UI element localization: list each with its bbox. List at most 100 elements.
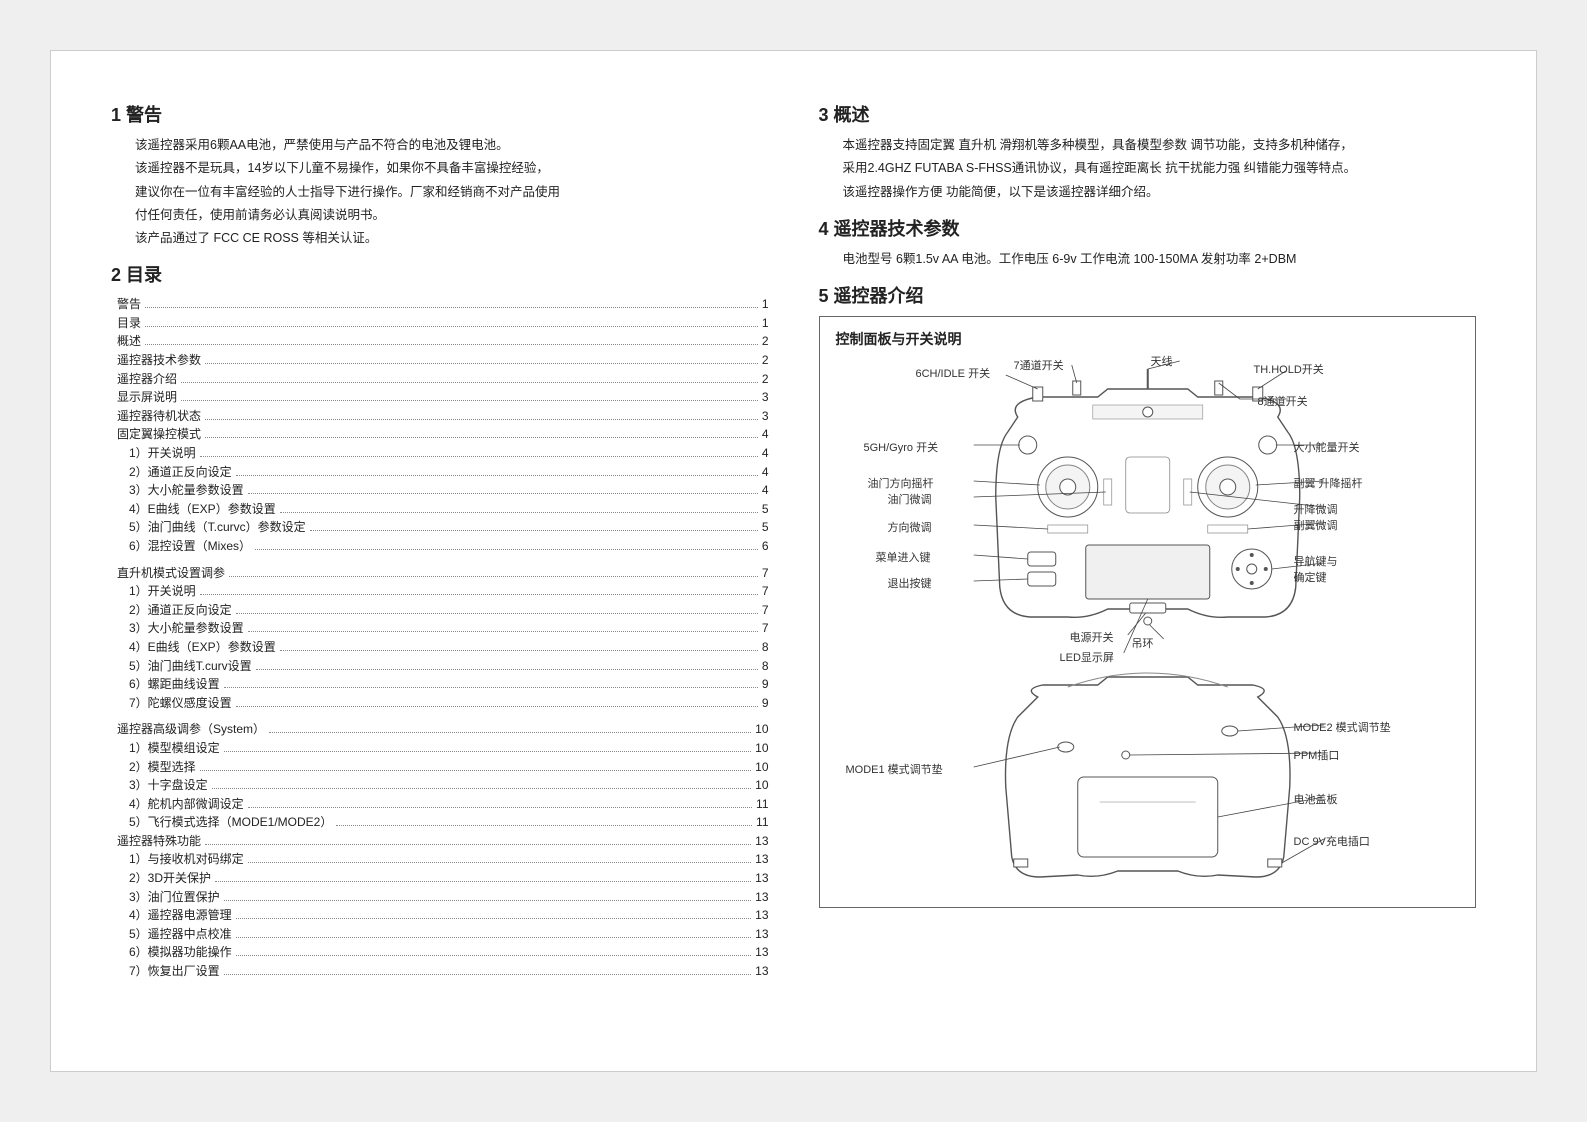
label-nav-conf: 导航键与 确定键	[1294, 553, 1338, 585]
toc-row: 遥控器待机状态3	[117, 407, 769, 426]
toc-page: 10	[755, 720, 768, 739]
toc-label: 1）模型模组设定	[129, 739, 220, 758]
toc-page: 5	[762, 518, 769, 537]
toc-dots	[200, 594, 758, 595]
toc-dots	[248, 631, 758, 632]
section-2-heading: 2 目录	[111, 261, 769, 287]
toc-dots	[280, 650, 758, 651]
toc-page: 4	[762, 425, 769, 444]
toc-page: 9	[762, 694, 769, 713]
toc-dots	[224, 900, 751, 901]
toc-row: 4）遥控器电源管理13	[117, 906, 769, 925]
toc-row: 概述2	[117, 332, 769, 351]
toc-row: 1）与接收机对码绑定13	[117, 850, 769, 869]
section-title: 概述	[834, 105, 870, 125]
toc-dots	[310, 530, 758, 531]
label-antenna: 天线	[1151, 353, 1173, 369]
switch-6chidle	[1032, 387, 1042, 401]
label-5ghgyro: 5GH/Gyro 开关	[864, 439, 939, 455]
manual-page: 1 警告 该遥控器采用6颗AA电池，严禁使用与产品不符合的电池及锂电池。 该遥控…	[50, 50, 1537, 1072]
toc-page: 10	[755, 739, 768, 758]
toc-page: 7	[762, 619, 769, 638]
knob-bigservo	[1258, 436, 1276, 454]
toc-label: 2）3D开关保护	[129, 869, 211, 888]
label-exit: 退出按键	[888, 575, 932, 591]
toc-row: 4）E曲线（EXP）参数设置8	[117, 638, 769, 657]
toc-row: 遥控器高级调参（System）10	[117, 720, 769, 739]
overview-body: 本遥控器支持固定翼 直升机 滑翔机等多种模型，具备模型参数 调节功能，支持多机种…	[819, 135, 1477, 203]
toc-row: 1）开关说明7	[117, 582, 769, 601]
center-panel	[1125, 457, 1169, 513]
toc-label: 1）开关说明	[129, 444, 196, 463]
ail-trim-h	[1207, 525, 1247, 533]
toc-label: 2）通道正反向设定	[129, 463, 232, 482]
diagram-title: 控制面板与开关说明	[836, 329, 1460, 349]
toc-row: 7）陀螺仪感度设置 9	[117, 694, 769, 713]
toc-label: 目录	[117, 314, 141, 333]
lanyard-ring	[1143, 617, 1151, 625]
controller-front-svg	[836, 357, 1460, 657]
label-mode1: MODE1 模式调节垫	[846, 761, 943, 777]
toc-page: 2	[762, 351, 769, 370]
overview-line: 采用2.4GHZ FUTABA S-FHSS通讯协议，具有遥控距离长 抗干扰能力…	[843, 158, 1477, 179]
toc-label: 2）通道正反向设定	[129, 601, 232, 620]
left-foot	[1013, 859, 1027, 867]
toc-dots	[248, 493, 758, 494]
toc-page: 6	[762, 537, 769, 556]
toc-row: 目录1	[117, 314, 769, 333]
section-number: 3	[819, 105, 829, 125]
section-1-heading: 1 警告	[111, 101, 769, 127]
warning-line: 该产品通过了 FCC CE ROSS 等相关认证。	[135, 228, 769, 249]
left-stick	[1059, 479, 1075, 495]
toc-label: 4）遥控器电源管理	[129, 906, 232, 925]
toc-dots	[229, 576, 758, 577]
toc-row: 6）螺距曲线设置9	[117, 675, 769, 694]
toc-label: 2）模型选择	[129, 758, 196, 777]
section-number: 4	[819, 219, 829, 239]
toc-dots	[145, 307, 758, 308]
controller-front-view: 6CH/IDLE 开关 7通道开关 天线 TH.HOLD开关 8通道开关 5GH…	[836, 357, 1460, 657]
toc-page: 4	[762, 444, 769, 463]
toc-page: 13	[755, 925, 768, 944]
toc-label: 6）混控设置（Mixes）	[129, 537, 251, 556]
nav-ok	[1246, 564, 1256, 574]
toc-row: 2）通道正反向设定7	[117, 601, 769, 620]
warning-line: 该遥控器不是玩具，14岁以下儿童不易操作，如果你不具备丰富操控经验，	[135, 158, 769, 179]
label-batt-cover: 电池盖板	[1294, 791, 1338, 807]
overview-line: 该遥控器操作方便 功能简便，以下是该遥控器详细介绍。	[843, 182, 1477, 203]
toc-label: 4）E曲线（EXP）参数设置	[129, 638, 276, 657]
toc-dots	[224, 974, 751, 975]
toc-dots	[224, 751, 751, 752]
toc-page: 9	[762, 675, 769, 694]
toc-page: 13	[755, 869, 768, 888]
toc-row: 5）飞行模式选择（MODE1/MODE2）11	[117, 813, 769, 832]
logo-circle	[1142, 407, 1152, 417]
toc-row: 6）模拟器功能操作13	[117, 943, 769, 962]
toc-page: 13	[755, 943, 768, 962]
toc-page: 8	[762, 657, 769, 676]
right-stick	[1219, 479, 1235, 495]
section-4-heading: 4 遥控器技术参数	[819, 215, 1477, 241]
toc-row: 3）十字盘设定10	[117, 776, 769, 795]
toc-dots	[248, 807, 752, 808]
toc-dots	[248, 862, 751, 863]
toc-dots	[255, 549, 758, 550]
toc-dots	[205, 437, 758, 438]
toc-page: 3	[762, 407, 769, 426]
toc-page: 2	[762, 332, 769, 351]
toc-dots	[181, 382, 758, 383]
toc-label: 3）油门位置保护	[129, 888, 220, 907]
label-ch7: 7通道开关	[1014, 357, 1064, 373]
toc-page: 11	[756, 813, 768, 832]
toc-row: 3）油门位置保护13	[117, 888, 769, 907]
table-of-contents: 警告1目录1概述2遥控器技术参数2遥控器介绍2显示屏说明3遥控器待机状态3固定翼…	[111, 295, 769, 980]
toc-row: 2）模型选择10	[117, 758, 769, 777]
section-title: 遥控器介绍	[834, 286, 924, 306]
specs-line: 电池型号 6颗1.5v AA 电池。工作电压 6-9v 工作电流 100-150…	[843, 249, 1477, 270]
toc-page: 4	[762, 463, 769, 482]
toc-label: 固定翼操控模式	[117, 425, 201, 444]
label-bigservo: 大小舵量开关	[1294, 439, 1360, 455]
toc-page: 1	[762, 295, 769, 314]
toc-label: 7）陀螺仪感度设置	[129, 694, 232, 713]
toc-dots	[236, 918, 751, 919]
